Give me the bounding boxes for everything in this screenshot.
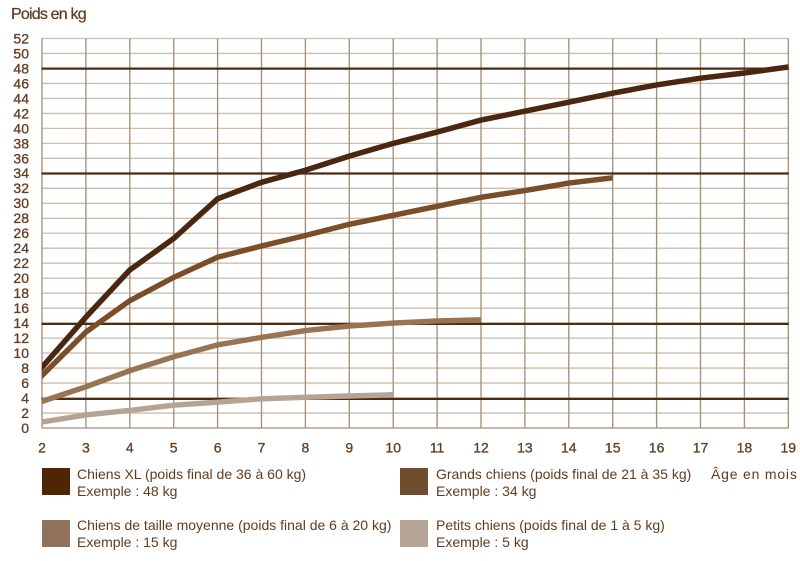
svg-text:38: 38 [13, 135, 29, 151]
svg-text:50: 50 [13, 45, 29, 61]
svg-text:18: 18 [13, 285, 29, 301]
svg-text:34: 34 [13, 165, 29, 181]
svg-text:4: 4 [21, 390, 29, 406]
svg-text:16: 16 [13, 300, 29, 316]
svg-text:6: 6 [214, 440, 222, 456]
svg-text:52: 52 [13, 30, 29, 46]
svg-text:9: 9 [345, 440, 353, 456]
svg-text:36: 36 [13, 150, 29, 166]
svg-text:16: 16 [649, 440, 665, 456]
svg-text:4: 4 [126, 440, 134, 456]
svg-text:24: 24 [13, 240, 29, 256]
svg-text:32: 32 [13, 180, 29, 196]
svg-text:17: 17 [693, 440, 709, 456]
svg-text:18: 18 [737, 440, 753, 456]
svg-text:13: 13 [517, 440, 533, 456]
svg-text:12: 12 [13, 330, 29, 346]
svg-text:22: 22 [13, 255, 29, 271]
svg-text:0: 0 [21, 420, 29, 436]
svg-text:10: 10 [13, 345, 29, 361]
svg-text:10: 10 [385, 440, 401, 456]
svg-text:8: 8 [21, 360, 29, 376]
svg-text:30: 30 [13, 195, 29, 211]
svg-text:5: 5 [170, 440, 178, 456]
svg-text:28: 28 [13, 210, 29, 226]
svg-text:2: 2 [21, 405, 29, 421]
svg-text:11: 11 [430, 440, 445, 456]
svg-text:6: 6 [21, 375, 29, 391]
svg-text:14: 14 [13, 315, 29, 331]
svg-text:14: 14 [561, 440, 577, 456]
svg-text:2: 2 [38, 440, 46, 456]
svg-text:7: 7 [258, 440, 266, 456]
svg-text:8: 8 [302, 440, 310, 456]
svg-text:46: 46 [13, 75, 29, 91]
svg-text:19: 19 [781, 440, 797, 456]
svg-text:42: 42 [13, 105, 29, 121]
svg-text:44: 44 [13, 90, 29, 106]
svg-text:12: 12 [473, 440, 489, 456]
svg-text:48: 48 [13, 60, 29, 76]
svg-text:15: 15 [605, 440, 621, 456]
svg-text:40: 40 [13, 120, 29, 136]
svg-text:20: 20 [13, 270, 29, 286]
svg-text:26: 26 [13, 225, 29, 241]
svg-text:3: 3 [82, 440, 90, 456]
